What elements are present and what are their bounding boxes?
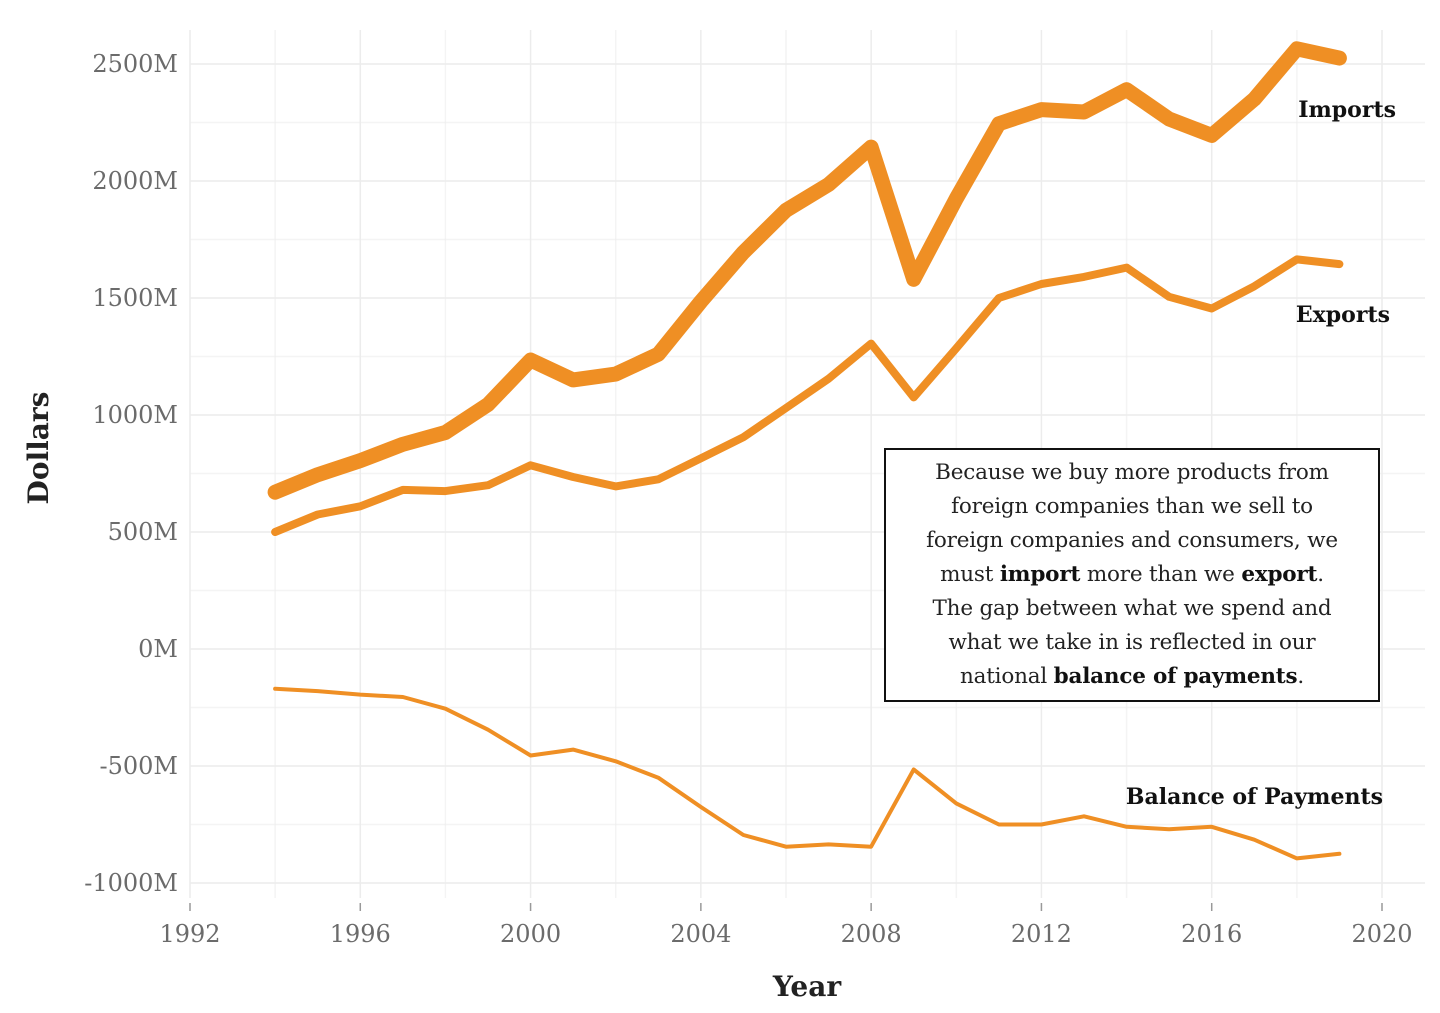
y-tick-label: 1500M [92,284,178,312]
y-tick-label: 1000M [92,401,178,429]
annotation-segment: foreign companies than we sell to [951,494,1313,519]
x-tick-label: 2000 [500,920,561,948]
y-tick-label: 2000M [92,167,178,195]
x-tick-label: 2008 [841,920,902,948]
annotation-emphasis: import [999,562,1081,587]
x-axis-title: Year [772,970,843,1003]
annotation-segment: The gap between what we spend and [932,596,1332,621]
annotation-segment: national [959,664,1054,689]
series-label-imports: Imports [1298,97,1396,123]
series-label-balance-of-payments: Balance of Payments [1126,784,1383,810]
annotation-segment: . [1297,664,1305,689]
annotation-box: Because we buy more products from foreign… [884,448,1380,702]
series-line-balance-of-payments [273,686,1342,861]
y-tick-label: 2500M [92,50,178,78]
y-tick-label: -500M [100,752,179,780]
x-tick-label: 1992 [159,920,220,948]
y-tick-label: -1000M [84,869,178,897]
x-tick-label: 2004 [670,920,731,948]
axes: 2500M 2000M 1500M 1000M 500M 0M -500M -1000M 199… [84,50,1412,948]
annotation-emphasis: balance of payments [1053,664,1298,689]
y-tick-label: 500M [108,518,178,546]
annotation-segment: foreign companies and consumers, we [926,528,1338,553]
annotation-line: must import more than we export. [894,558,1370,592]
annotation-segment: . [1317,562,1324,587]
y-axis-title: Dollars [22,392,55,505]
x-tick-label: 2016 [1181,920,1242,948]
x-tick-label: 2020 [1351,920,1412,948]
series-labels: Imports Exports Balance of Payments [1126,97,1396,810]
annotation-line: Because we buy more products from [894,456,1370,490]
annotation-line: what we take in is reflected in our [894,626,1370,660]
annotation-segment: more than we [1080,562,1242,587]
series-lines [267,41,1347,861]
annotation-emphasis: export [1241,562,1318,587]
annotation-segment: what we take in is reflected in our [948,630,1316,655]
annotation-line: The gap between what we spend and [894,592,1370,626]
annotation-line: foreign companies than we sell to [894,490,1370,524]
y-tick-label: 0M [138,635,178,663]
annotation-segment: must [940,562,1000,587]
series-line-exports [271,255,1344,536]
annotation-line: foreign companies and consumers, we [894,524,1370,558]
series-line-imports [267,41,1347,500]
annotation-text: Because we buy more products from foreign… [894,456,1370,694]
annotation-segment: Because we buy more products from [935,460,1329,485]
x-tick-label: 1996 [330,920,391,948]
annotation-line: national balance of payments. [894,660,1370,694]
x-tick-label: 2012 [1011,920,1072,948]
series-label-exports: Exports [1296,302,1390,328]
